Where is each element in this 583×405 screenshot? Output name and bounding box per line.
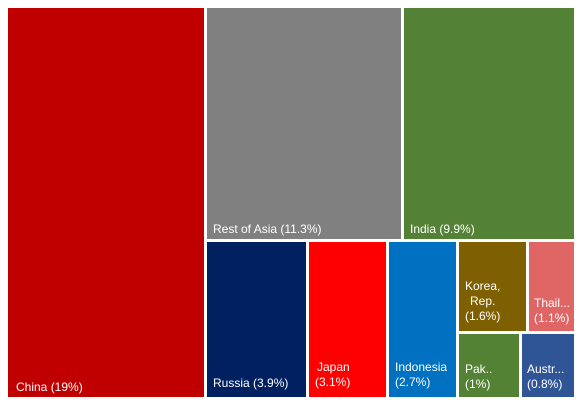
tile-label: Korea, Rep. (1.6%)	[465, 279, 501, 323]
treemap-tile: India (9.9%)	[402, 6, 576, 241]
tile-label: Pak.. (1%)	[465, 362, 493, 391]
treemap-tile: China (19%)	[6, 6, 206, 399]
tile-label: Japan (3.1%)	[315, 360, 351, 389]
treemap-tile: Russia (3.9%)	[205, 240, 308, 399]
tile-label: Rest of Asia (11.3%)	[213, 222, 322, 236]
tile-label: Thail... (1.1%)	[534, 296, 571, 325]
tile-label: Austr... (0.8%)	[527, 362, 565, 391]
tile-label: China (19%)	[16, 380, 83, 394]
tile-label: India (9.9%)	[410, 222, 475, 236]
tile-label: Indonesia (2.7%)	[395, 360, 448, 389]
treemap-tile: Thail... (1.1%)	[527, 240, 576, 333]
treemap-tile: Austr... (0.8%)	[520, 332, 576, 399]
treemap-tile: Pak.. (1%)	[457, 332, 521, 399]
treemap-tile: Indonesia (2.7%)	[387, 240, 458, 399]
treemap-tile: Korea, Rep. (1.6%)	[457, 240, 528, 333]
tile-label: Russia (3.9%)	[213, 376, 289, 390]
treemap-tile: Rest of Asia (11.3%)	[205, 6, 403, 241]
treemap-tile: Japan (3.1%)	[307, 240, 388, 399]
